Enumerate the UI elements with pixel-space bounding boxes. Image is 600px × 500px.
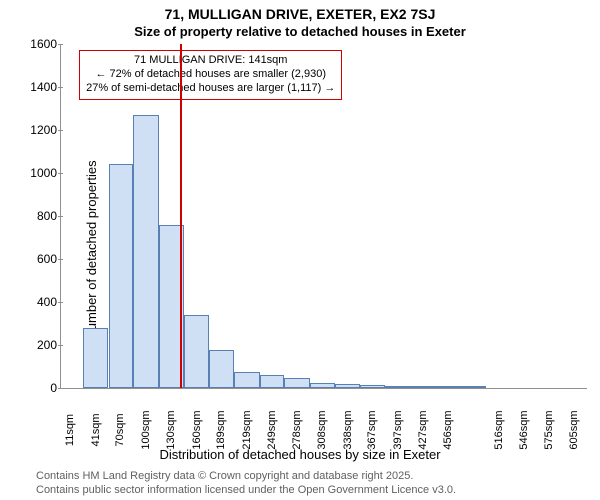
- x-tick: 249sqm: [266, 410, 278, 449]
- histogram-bar: [436, 386, 461, 388]
- chart-title-line2: Size of property relative to detached ho…: [0, 24, 600, 39]
- annotation-line2: ← 72% of detached houses are smaller (2,…: [86, 68, 335, 82]
- histogram-bar: [360, 385, 385, 388]
- histogram-bar: [335, 384, 360, 388]
- histogram-bar: [209, 350, 234, 388]
- x-tick: 189sqm: [215, 410, 227, 449]
- histogram-bar: [310, 383, 335, 388]
- histogram-bar: [461, 386, 486, 388]
- x-tick: 308sqm: [316, 410, 328, 449]
- x-tick: 546sqm: [518, 410, 530, 449]
- y-tick: 1200: [19, 123, 57, 137]
- histogram-bar: [284, 378, 309, 388]
- y-tick: 1600: [19, 37, 57, 51]
- chart-title-line1: 71, MULLIGAN DRIVE, EXETER, EX2 7SJ: [0, 6, 600, 22]
- histogram-bar: [83, 328, 108, 388]
- annotation-line3: 27% of semi-detached houses are larger (…: [86, 82, 335, 96]
- chart-container: 71, MULLIGAN DRIVE, EXETER, EX2 7SJ Size…: [0, 0, 600, 500]
- y-tick: 200: [19, 338, 57, 352]
- histogram-bar: [184, 315, 209, 388]
- x-tick: 338sqm: [342, 410, 354, 449]
- y-tick: 400: [19, 295, 57, 309]
- x-tick: 130sqm: [165, 410, 177, 449]
- histogram-bar: [260, 375, 285, 388]
- histogram-bar: [385, 386, 410, 388]
- annotation-box: 71 MULLIGAN DRIVE: 141sqm ← 72% of detac…: [79, 50, 342, 100]
- y-tick: 1000: [19, 166, 57, 180]
- x-tick: 367sqm: [366, 410, 378, 449]
- x-tick: 160sqm: [191, 410, 203, 449]
- x-tick: 41sqm: [90, 413, 102, 446]
- histogram-bar: [411, 386, 436, 388]
- y-tick: 600: [19, 252, 57, 266]
- x-tick: 605sqm: [568, 410, 580, 449]
- x-axis-label: Distribution of detached houses by size …: [0, 447, 600, 462]
- x-tick: 397sqm: [392, 410, 404, 449]
- plot-area: 71 MULLIGAN DRIVE: 141sqm ← 72% of detac…: [60, 44, 587, 389]
- x-tick: 427sqm: [417, 410, 429, 449]
- x-tick: 11sqm: [64, 414, 76, 446]
- x-tick: 219sqm: [241, 410, 253, 449]
- footer-line1: Contains HM Land Registry data © Crown c…: [36, 470, 413, 482]
- footer-line2: Contains public sector information licen…: [36, 484, 456, 496]
- x-tick: 100sqm: [140, 410, 152, 449]
- marker-line: [180, 44, 182, 388]
- y-tick: 800: [19, 209, 57, 223]
- histogram-bar: [109, 164, 134, 388]
- x-tick: 516sqm: [493, 410, 505, 449]
- x-tick: 456sqm: [442, 410, 454, 449]
- x-tick: 278sqm: [291, 410, 303, 449]
- histogram-bar: [133, 115, 158, 388]
- y-tick: 0: [19, 381, 57, 395]
- annotation-line1: 71 MULLIGAN DRIVE: 141sqm: [86, 54, 335, 68]
- x-tick: 575sqm: [543, 410, 555, 449]
- x-tick: 70sqm: [114, 413, 126, 446]
- histogram-bar: [234, 372, 259, 388]
- y-tick: 1400: [19, 80, 57, 94]
